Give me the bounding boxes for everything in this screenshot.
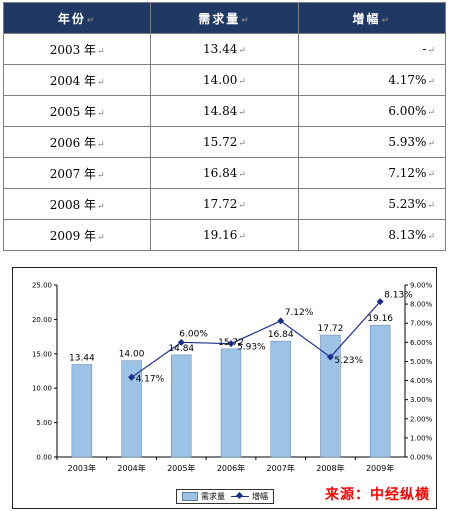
x-tick-label: 2007年 (267, 463, 295, 473)
cell-demand: 19.16↵ (150, 219, 299, 251)
y-right-tick-label: 6.00% (410, 339, 433, 347)
cell-growth: 6.00%↵ (297, 95, 447, 127)
cell-year: 2007 年↵ (2, 157, 152, 189)
header-demand: 需求量↵ (150, 2, 299, 34)
legend-label-growth: 增幅 (252, 492, 268, 501)
y-left-tick-label: 20.00 (32, 316, 52, 324)
line-point (227, 340, 235, 348)
line-point (277, 317, 285, 325)
y-right-tick-label: 1.00% (410, 434, 433, 442)
table-row: 2006 年↵ 15.72↵ 5.93%↵ (2, 126, 447, 158)
y-right-tick-label: 4.00% (410, 377, 433, 385)
bar (270, 340, 291, 458)
cell-year: 2009 年↵ (2, 219, 152, 251)
bar (220, 348, 242, 458)
bar-data-label: 15.72 (218, 338, 244, 348)
source-note: 来源：中经纵横 (325, 487, 430, 503)
y-right-tick-label: 0.00% (410, 454, 433, 462)
bar-data-label: 14.00 (119, 350, 145, 360)
table-row: 2003 年↵ 13.44↵ -↵ (2, 33, 447, 65)
cell-demand: 13.44↵ (150, 33, 299, 65)
cell-growth: 5.23%↵ (297, 188, 447, 220)
y-right-tick-label: 7.00% (410, 320, 433, 328)
y-left-tick-label: 25.00 (32, 282, 52, 290)
cell-year: 2003 年↵ (2, 33, 152, 65)
y-right-tick-label: 8.00% (410, 301, 433, 309)
table-row: 2004 年↵ 14.00↵ 4.17%↵ (2, 64, 447, 96)
bar (369, 324, 391, 458)
bar-data-label: 19.16 (367, 314, 393, 324)
table-row: 2007 年↵ 16.84↵ 7.12%↵ (2, 157, 447, 189)
cell-growth: 4.17%↵ (297, 64, 447, 96)
table-row: 2008 年↵ 17.72↵ 5.23%↵ (2, 188, 447, 220)
x-tick-label: 2005年 (167, 463, 195, 473)
x-tick-label: 2004年 (117, 463, 145, 473)
cell-demand: 16.84↵ (150, 157, 299, 189)
bar-data-label: 16.84 (268, 330, 294, 340)
table-row: 2005 年↵ 14.84↵ 6.00%↵ (2, 95, 447, 127)
cell-demand: 14.00↵ (150, 64, 299, 96)
table-header-row: 年份↵ 需求量↵ 增幅↵ (2, 2, 447, 34)
cell-year: 2004 年↵ (2, 64, 152, 96)
legend-item-demand: 需求量 (182, 491, 225, 502)
cell-demand: 15.72↵ (150, 126, 299, 158)
growth-line (131, 301, 381, 378)
bar-data-label: 14.84 (168, 344, 194, 354)
bar-data-label: 17.72 (318, 324, 344, 334)
chart-svg: 0.00 5.00 10.00 15.00 20.00 25.00 0.00% 1.00% 2.… (32, 282, 433, 474)
line-point (376, 298, 384, 306)
line-data-label: 5.23% (334, 356, 363, 366)
y-right-tick-label: 5.00% (410, 358, 433, 366)
header-growth: 增幅↵ (297, 2, 447, 34)
legend-swatch-bar (182, 492, 198, 501)
y-right-tick-label: 3.00% (410, 396, 433, 404)
table-body: 2003 年↵ 13.44↵ -↵ 2004 年↵ 14.00↵ 4.17%↵ 2005 年… (2, 33, 447, 251)
data-table: 年份↵ 需求量↵ 增幅↵ 2003 年↵ 13.44↵ -↵ 2004 年↵ 14.00… (2, 2, 447, 251)
line-data-label: 8.13% (384, 291, 413, 301)
y-right-tick-label: 9.00% (410, 282, 433, 290)
line-point (326, 353, 334, 361)
cell-growth: 7.12%↵ (297, 157, 447, 189)
line-point (128, 373, 136, 381)
x-tick-label: 2006年 (217, 463, 245, 473)
y-left-tick-label: 15.00 (32, 350, 52, 358)
bar (171, 354, 192, 458)
bar (320, 334, 341, 458)
x-tick-label: 2008年 (316, 463, 344, 473)
line-data-label: 6.00% (179, 329, 208, 339)
y-left-tick-label: 10.00 (32, 385, 52, 393)
x-tick-label: 2009年 (366, 463, 394, 473)
y-left-tick-label: 0.00 (36, 454, 52, 462)
line-data-label: 7.12% (285, 308, 314, 318)
header-year: 年份↵ (2, 2, 152, 34)
bar (71, 364, 93, 458)
chart-legend: 需求量 增幅 (176, 489, 274, 504)
cell-year: 2006 年↵ (2, 126, 152, 158)
cell-year: 2008 年↵ (2, 188, 152, 220)
y-left-tick-label: 5.00 (36, 419, 52, 427)
line-data-label: 5.93% (237, 343, 266, 353)
bar (121, 360, 142, 458)
cell-demand: 17.72↵ (150, 188, 299, 220)
cell-growth: 5.93%↵ (297, 126, 447, 158)
cell-growth: -↵ (297, 33, 447, 65)
bar-data-label: 13.44 (69, 354, 95, 364)
x-tick-label: 2003年 (68, 463, 96, 473)
cell-growth: 8.13%↵ (297, 219, 447, 251)
legend-item-growth: 增幅 (231, 491, 268, 502)
cell-year: 2005 年↵ (2, 95, 152, 127)
legend-swatch-line (231, 493, 249, 500)
chart: 0.00 5.00 10.00 15.00 20.00 25.00 0.00% 1.00% 2.… (12, 267, 437, 509)
legend-label-demand: 需求量 (201, 492, 225, 501)
y-right-tick-label: 2.00% (410, 415, 433, 423)
table-row: 2009 年↵ 19.16↵ 8.13%↵ (2, 219, 447, 251)
cell-demand: 14.84↵ (150, 95, 299, 127)
line-point (177, 338, 185, 346)
line-data-label: 4.17% (136, 374, 165, 384)
